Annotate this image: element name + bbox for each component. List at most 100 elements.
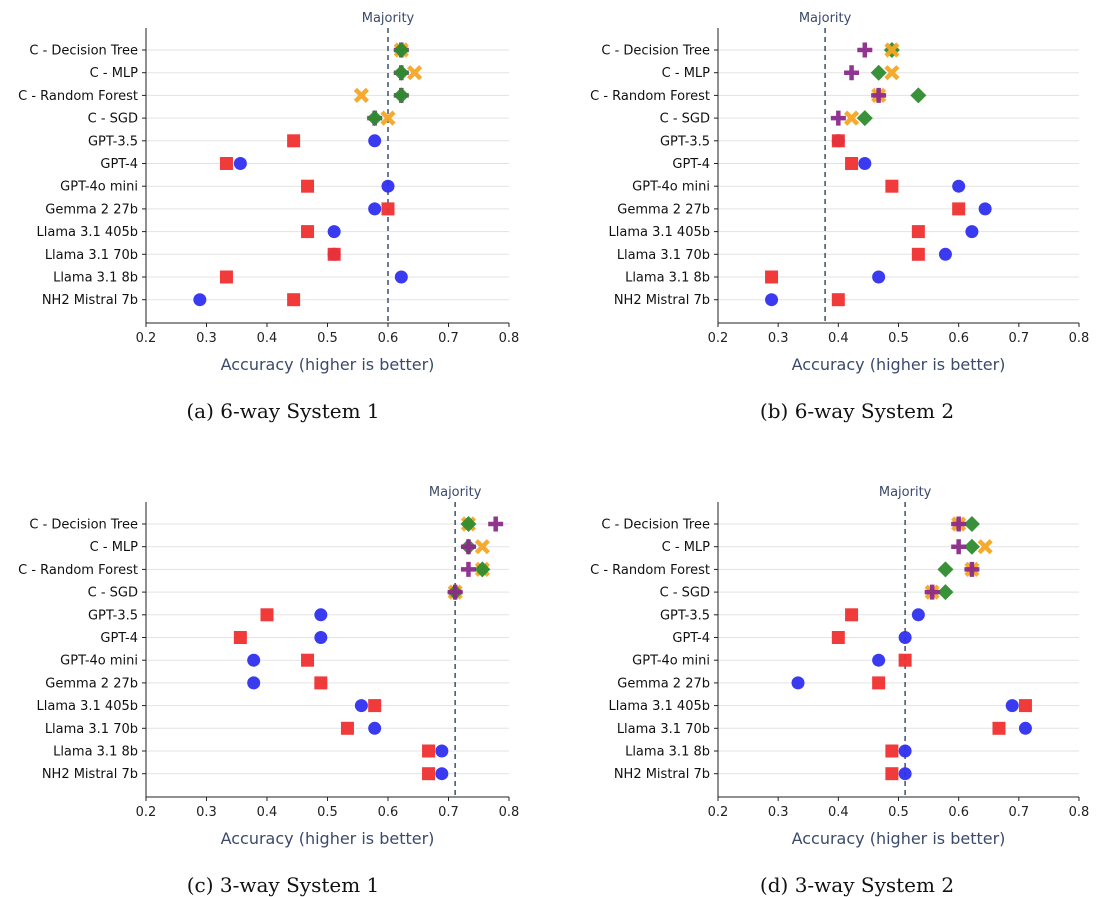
x-marker [474, 539, 490, 555]
circle-marker [193, 293, 207, 307]
x-axis-label: Accuracy (higher is better) [792, 829, 1006, 848]
category-label: GPT-4 [100, 631, 138, 646]
plus-marker [951, 539, 967, 555]
square-marker [885, 767, 899, 781]
square-marker [314, 676, 328, 690]
square-marker [422, 744, 436, 758]
category-label: GPT-4 [100, 157, 138, 172]
x-tick-label: 0.7 [1008, 805, 1029, 820]
x-tick-label: 0.6 [948, 805, 969, 820]
x-tick-label: 0.4 [828, 805, 849, 820]
category-label: Gemma 2 27b [45, 676, 138, 691]
x-marker [884, 65, 900, 81]
category-label: C - Decision Tree [29, 518, 138, 533]
panel-caption: (b) 6-way System 2 [760, 399, 954, 423]
circle-marker [394, 270, 408, 284]
category-label: GPT-4 [672, 157, 710, 172]
circle-marker [911, 608, 925, 622]
square-marker [845, 157, 859, 170]
category-label: C - Decision Tree [601, 44, 710, 59]
circle-marker [381, 179, 395, 193]
circle-marker [898, 744, 912, 758]
circle-marker [435, 744, 449, 758]
category-label: C - SGD [660, 112, 710, 127]
plus-marker [951, 516, 967, 532]
plus-marker [460, 561, 476, 577]
square-marker [831, 293, 845, 307]
diamond-marker [856, 110, 873, 127]
x-tick-label: 0.5 [888, 805, 909, 820]
square-marker [368, 699, 382, 713]
category-label: C - MLP [90, 540, 138, 555]
category-label: Llama 3.1 8b [53, 745, 138, 760]
category-label: C - Random Forest [18, 89, 138, 104]
x-marker [380, 110, 396, 126]
plus-marker [460, 539, 476, 555]
square-marker [831, 134, 845, 148]
circle-marker [1018, 721, 1032, 735]
category-label: NH2 Mistral 7b [42, 293, 138, 308]
circle-marker [314, 631, 328, 644]
circle-marker [898, 631, 912, 644]
panel-caption: (a) 6-way System 1 [186, 399, 379, 423]
category-label: Llama 3.1 405b [37, 699, 138, 714]
square-marker [219, 157, 233, 170]
circle-marker [858, 157, 872, 170]
x-tick-label: 0.7 [1008, 331, 1029, 346]
category-label: GPT-4o mini [60, 654, 138, 669]
x-tick-label: 0.6 [948, 331, 969, 346]
category-label: Gemma 2 27b [617, 202, 710, 217]
square-marker [1018, 699, 1032, 713]
category-label: Llama 3.1 8b [53, 271, 138, 286]
plus-marker [924, 584, 940, 600]
circle-marker [368, 134, 382, 148]
circle-marker [765, 293, 779, 307]
category-label: Llama 3.1 70b [617, 248, 710, 263]
x-marker [977, 539, 993, 555]
square-marker [898, 653, 912, 667]
category-label: GPT-3.5 [88, 134, 138, 149]
diamond-marker [460, 516, 477, 532]
square-marker [219, 270, 233, 284]
square-marker [911, 225, 925, 239]
square-marker [340, 721, 354, 735]
square-marker [301, 225, 315, 239]
category-label: C - Decision Tree [29, 44, 138, 59]
diamond-marker [963, 538, 980, 555]
square-marker [911, 247, 925, 261]
circle-marker [247, 653, 261, 667]
circle-marker [247, 676, 261, 690]
x-tick-label: 0.5 [888, 331, 909, 346]
circle-marker [368, 202, 382, 216]
category-label: Llama 3.1 8b [625, 745, 710, 760]
chart-panel-1: C - Decision Tree C - MLP C - Random Fores… [590, 11, 1089, 423]
circle-marker [368, 721, 382, 735]
square-marker [301, 179, 315, 193]
category-label: Llama 3.1 70b [617, 722, 710, 737]
square-marker [885, 179, 899, 193]
square-marker [287, 293, 301, 307]
majority-label: Majority [429, 485, 482, 500]
x-tick-label: 0.2 [708, 805, 729, 820]
square-marker [287, 134, 301, 148]
plus-marker [488, 516, 504, 532]
plus-marker [447, 584, 463, 600]
category-label: GPT-4 [672, 631, 710, 646]
diamond-marker [937, 561, 954, 578]
x-marker [884, 42, 900, 58]
category-label: Llama 3.1 405b [609, 225, 710, 240]
category-label: C - MLP [662, 66, 710, 81]
category-label: C - Random Forest [590, 89, 710, 104]
circle-marker [872, 653, 886, 667]
x-tick-label: 0.4 [828, 331, 849, 346]
category-label: C - MLP [662, 540, 710, 555]
x-tick-label: 0.7 [438, 331, 459, 346]
x-tick-label: 0.5 [317, 805, 338, 820]
x-tick-label: 0.8 [1069, 805, 1090, 820]
category-label: GPT-4o mini [632, 180, 710, 195]
x-tick-label: 0.3 [768, 805, 789, 820]
category-label: C - Random Forest [590, 563, 710, 578]
category-label: GPT-4o mini [60, 180, 138, 195]
category-label: Gemma 2 27b [617, 676, 710, 691]
category-label: GPT-3.5 [660, 608, 710, 623]
